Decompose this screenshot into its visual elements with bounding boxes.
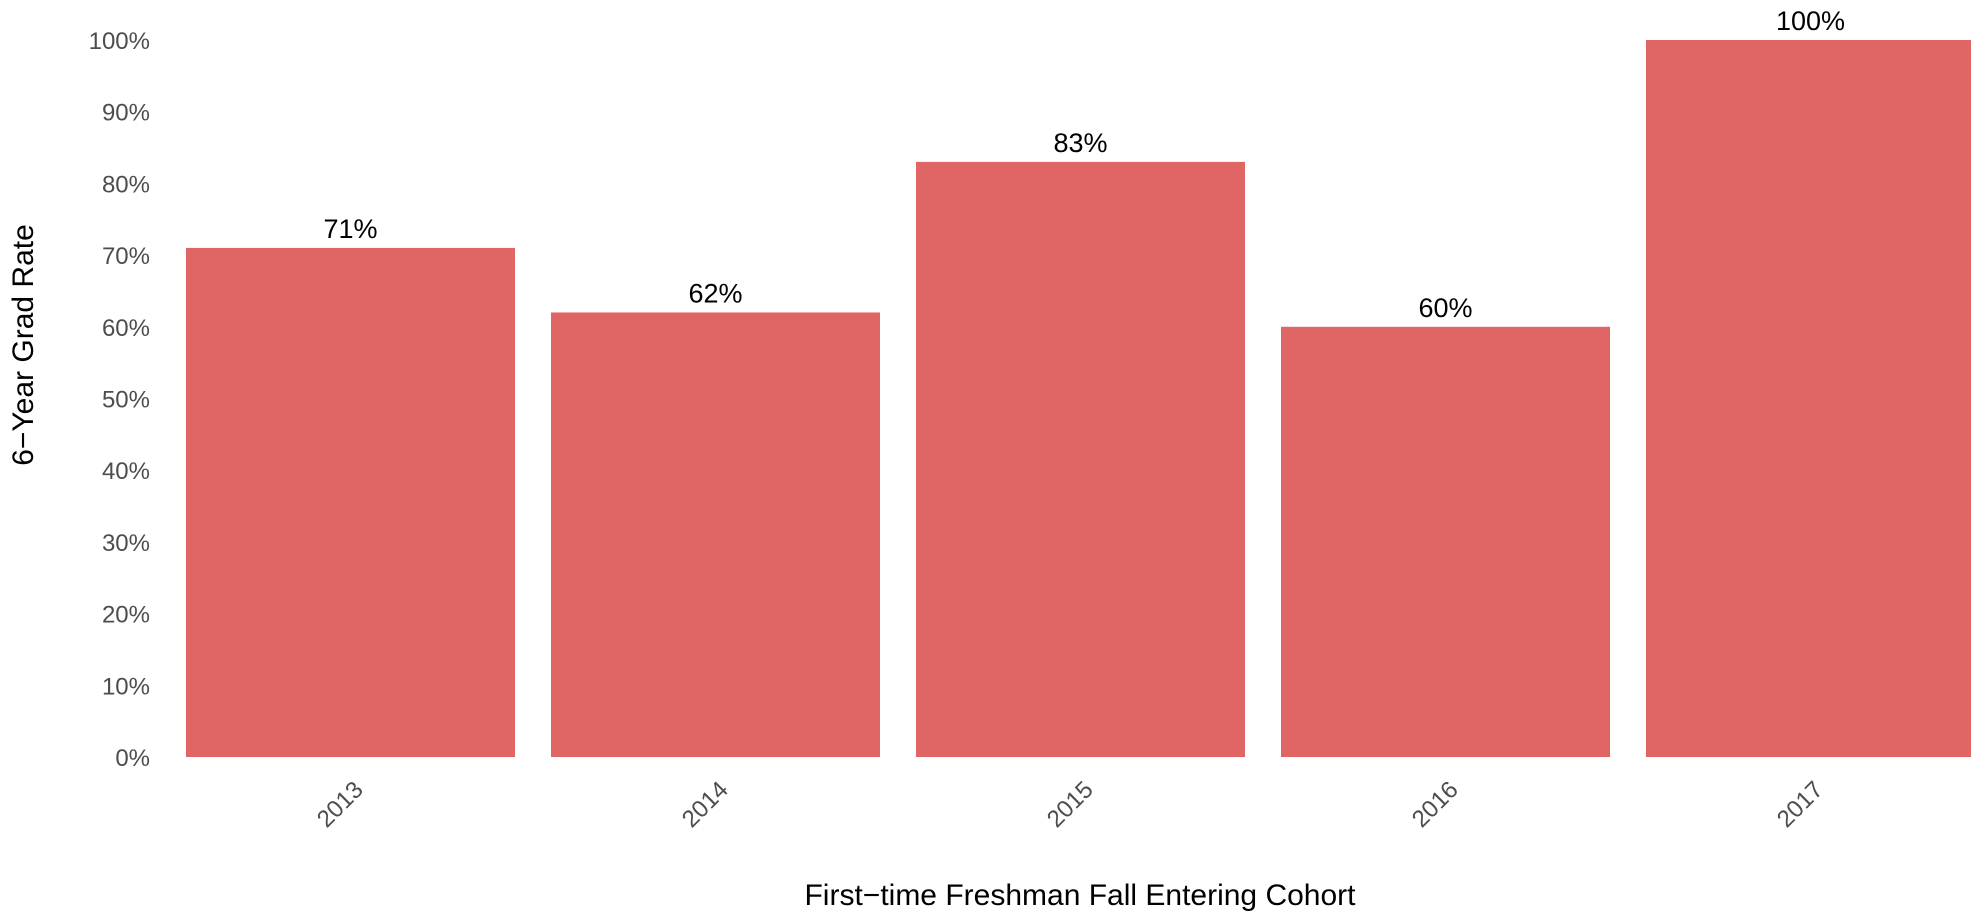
- y-tick-label: 30%: [102, 530, 150, 557]
- y-axis-title: 6−Year Grad Rate: [7, 224, 40, 466]
- x-axis-ticks: 2013 2014 2015 2016 2017: [312, 776, 1829, 833]
- bars: [186, 40, 1971, 757]
- bar-value-label: 83%: [1053, 128, 1107, 158]
- y-tick-label: 60%: [102, 315, 150, 342]
- x-tick-label: 2013: [312, 776, 369, 833]
- bar: [1646, 40, 1971, 757]
- y-tick-label: 100%: [89, 28, 150, 55]
- data-labels: 71% 62% 83% 60% 100%: [323, 6, 1845, 323]
- bar-value-label: 62%: [688, 278, 742, 308]
- y-tick-label: 90%: [102, 100, 150, 127]
- bar-value-label: 100%: [1776, 6, 1845, 36]
- y-tick-label: 20%: [102, 602, 150, 629]
- bar: [186, 247, 515, 757]
- bar-value-label: 60%: [1418, 293, 1472, 323]
- x-tick-label: 2017: [1772, 776, 1829, 833]
- x-tick-label: 2015: [1042, 776, 1099, 833]
- bar: [551, 312, 880, 757]
- y-tick-label: 40%: [102, 458, 150, 485]
- y-tick-label: 80%: [102, 171, 150, 198]
- bar-value-label: 71%: [323, 214, 377, 244]
- bar: [916, 161, 1245, 757]
- y-tick-label: 70%: [102, 243, 150, 270]
- y-tick-label: 50%: [102, 387, 150, 414]
- y-tick-label: 0%: [115, 745, 150, 772]
- x-axis-title: First−time Freshman Fall Entering Cohort: [804, 879, 1356, 911]
- x-tick-label: 2014: [677, 776, 734, 833]
- bar: [1281, 326, 1610, 757]
- x-tick-label: 2016: [1407, 776, 1464, 833]
- y-tick-label: 10%: [102, 673, 150, 700]
- y-axis-ticks: 0% 10% 20% 30% 40% 50% 60% 70% 80% 90% 100%: [89, 28, 150, 772]
